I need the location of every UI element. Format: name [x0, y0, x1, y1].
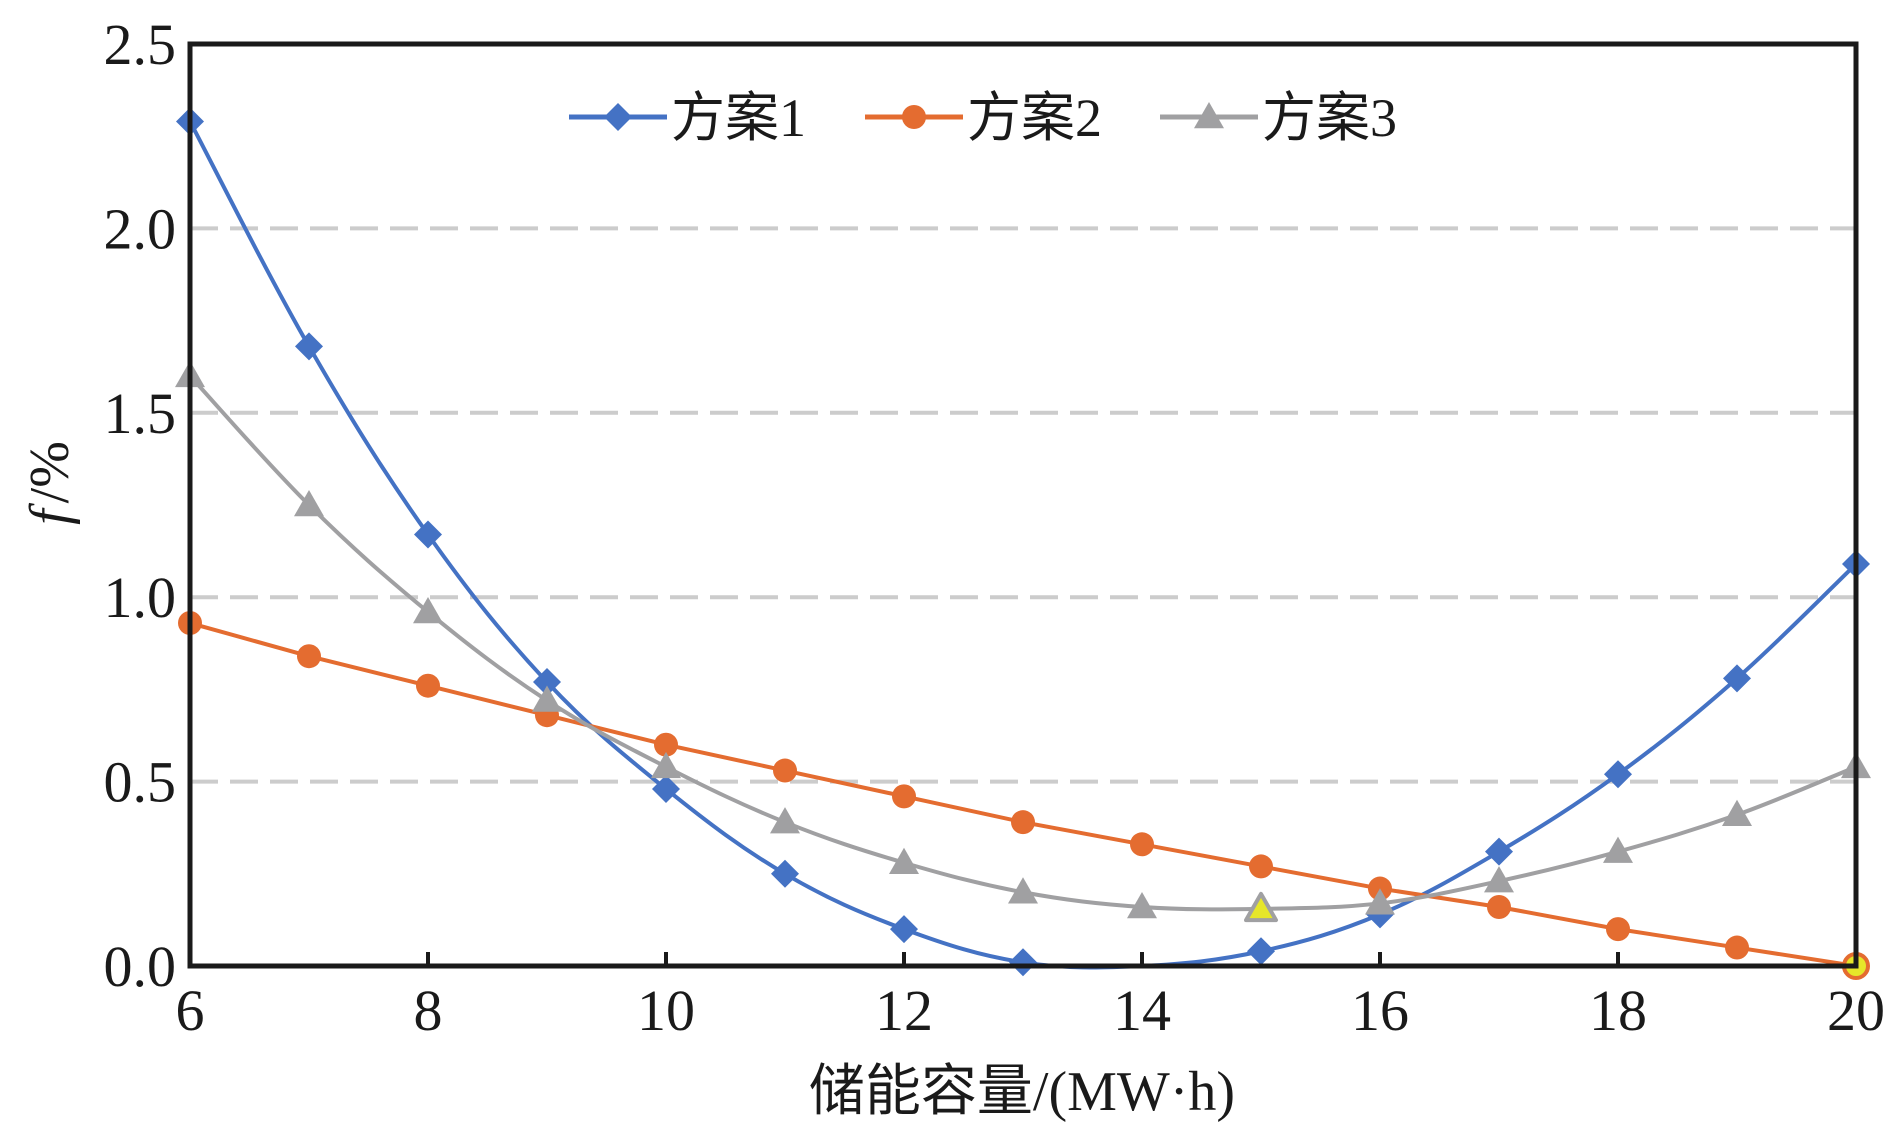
- data-point: [652, 774, 680, 803]
- y-axis-ticks: 0.0 0.5 1.0 1.5 2.0 2.5: [104, 12, 177, 999]
- legend-marker: [1194, 102, 1224, 129]
- series-line: [188, 120, 1858, 970]
- data-point: [1249, 854, 1273, 879]
- axes: [187, 41, 1859, 969]
- x-tick-label: 6: [176, 978, 205, 1043]
- legend: 方案1 方案2 方案3: [569, 88, 1397, 148]
- data-point: [1247, 937, 1275, 966]
- data-point: [1485, 837, 1513, 866]
- legend-label: 方案3: [1262, 88, 1397, 148]
- plot-frame: [187, 41, 1859, 969]
- y-tick-label: 2.5: [104, 12, 177, 77]
- series-2: [178, 611, 1870, 980]
- y-axis-title: f/%: [19, 441, 81, 525]
- data-point: [770, 807, 800, 834]
- highlighted-data-point: [1244, 891, 1278, 923]
- x-tick-label: 14: [1113, 978, 1171, 1043]
- data-point: [651, 751, 681, 779]
- y-tick-label: 1.0: [104, 565, 177, 630]
- data-point: [1365, 888, 1395, 915]
- data-point: [1723, 664, 1751, 693]
- x-tick-label: 18: [1589, 978, 1647, 1043]
- data-point: [533, 668, 561, 697]
- y-tick-label: 0.5: [104, 750, 177, 815]
- data-point: [532, 685, 562, 712]
- data-point: [295, 332, 323, 361]
- x-tick-label: 8: [414, 978, 443, 1043]
- data-point: [654, 732, 678, 757]
- x-axis-ticks: 6 8 10 12 14 16 18 20: [176, 952, 1885, 1043]
- data-point: [1130, 832, 1154, 857]
- legend-item-3: 方案3: [1160, 88, 1397, 148]
- legend-item-2: 方案2: [865, 88, 1102, 148]
- series-3: [175, 360, 1871, 923]
- y-tick-label: 1.5: [104, 381, 177, 446]
- data-point: [1011, 810, 1035, 835]
- data-point: [1725, 935, 1749, 960]
- data-point: [773, 758, 797, 783]
- legend-marker: [604, 103, 632, 131]
- data-point: [1009, 948, 1037, 977]
- x-axis-title: 储能容量/(MW·h): [809, 1061, 1235, 1123]
- data-point: [1008, 877, 1038, 904]
- data-point: [890, 915, 918, 944]
- data-point: [1606, 917, 1630, 942]
- y-axis-unit: /%: [19, 441, 81, 503]
- data-point: [414, 520, 442, 549]
- data-point: [1484, 866, 1514, 893]
- data-point: [889, 847, 919, 874]
- x-tick-label: 10: [637, 978, 695, 1043]
- y-tick-label: 0.0: [104, 934, 177, 999]
- legend-label: 方案1: [671, 88, 806, 148]
- data-point: [1603, 836, 1633, 863]
- data-point: [771, 859, 799, 888]
- series-layer: [175, 107, 1871, 980]
- data-point: [294, 490, 324, 517]
- grid-lines: [190, 226, 1856, 784]
- y-axis-variable: f: [19, 502, 81, 525]
- x-tick-label: 20: [1827, 978, 1885, 1043]
- data-point: [416, 673, 440, 698]
- data-point: [892, 784, 916, 809]
- x-tick-label: 12: [875, 978, 933, 1043]
- series-line: [189, 621, 1857, 968]
- data-point: [413, 596, 443, 624]
- x-tick-label: 16: [1351, 978, 1409, 1043]
- y-tick-label: 2.0: [104, 196, 177, 261]
- data-point: [1487, 894, 1511, 919]
- data-point: [1127, 891, 1157, 919]
- data-point: [297, 644, 321, 669]
- data-point: [1722, 799, 1752, 827]
- legend-label: 方案2: [967, 88, 1102, 148]
- svg-text:f/%: f/%: [19, 441, 81, 525]
- data-point: [1604, 760, 1632, 789]
- legend-item-1: 方案1: [569, 88, 806, 148]
- legend-marker: [902, 105, 926, 129]
